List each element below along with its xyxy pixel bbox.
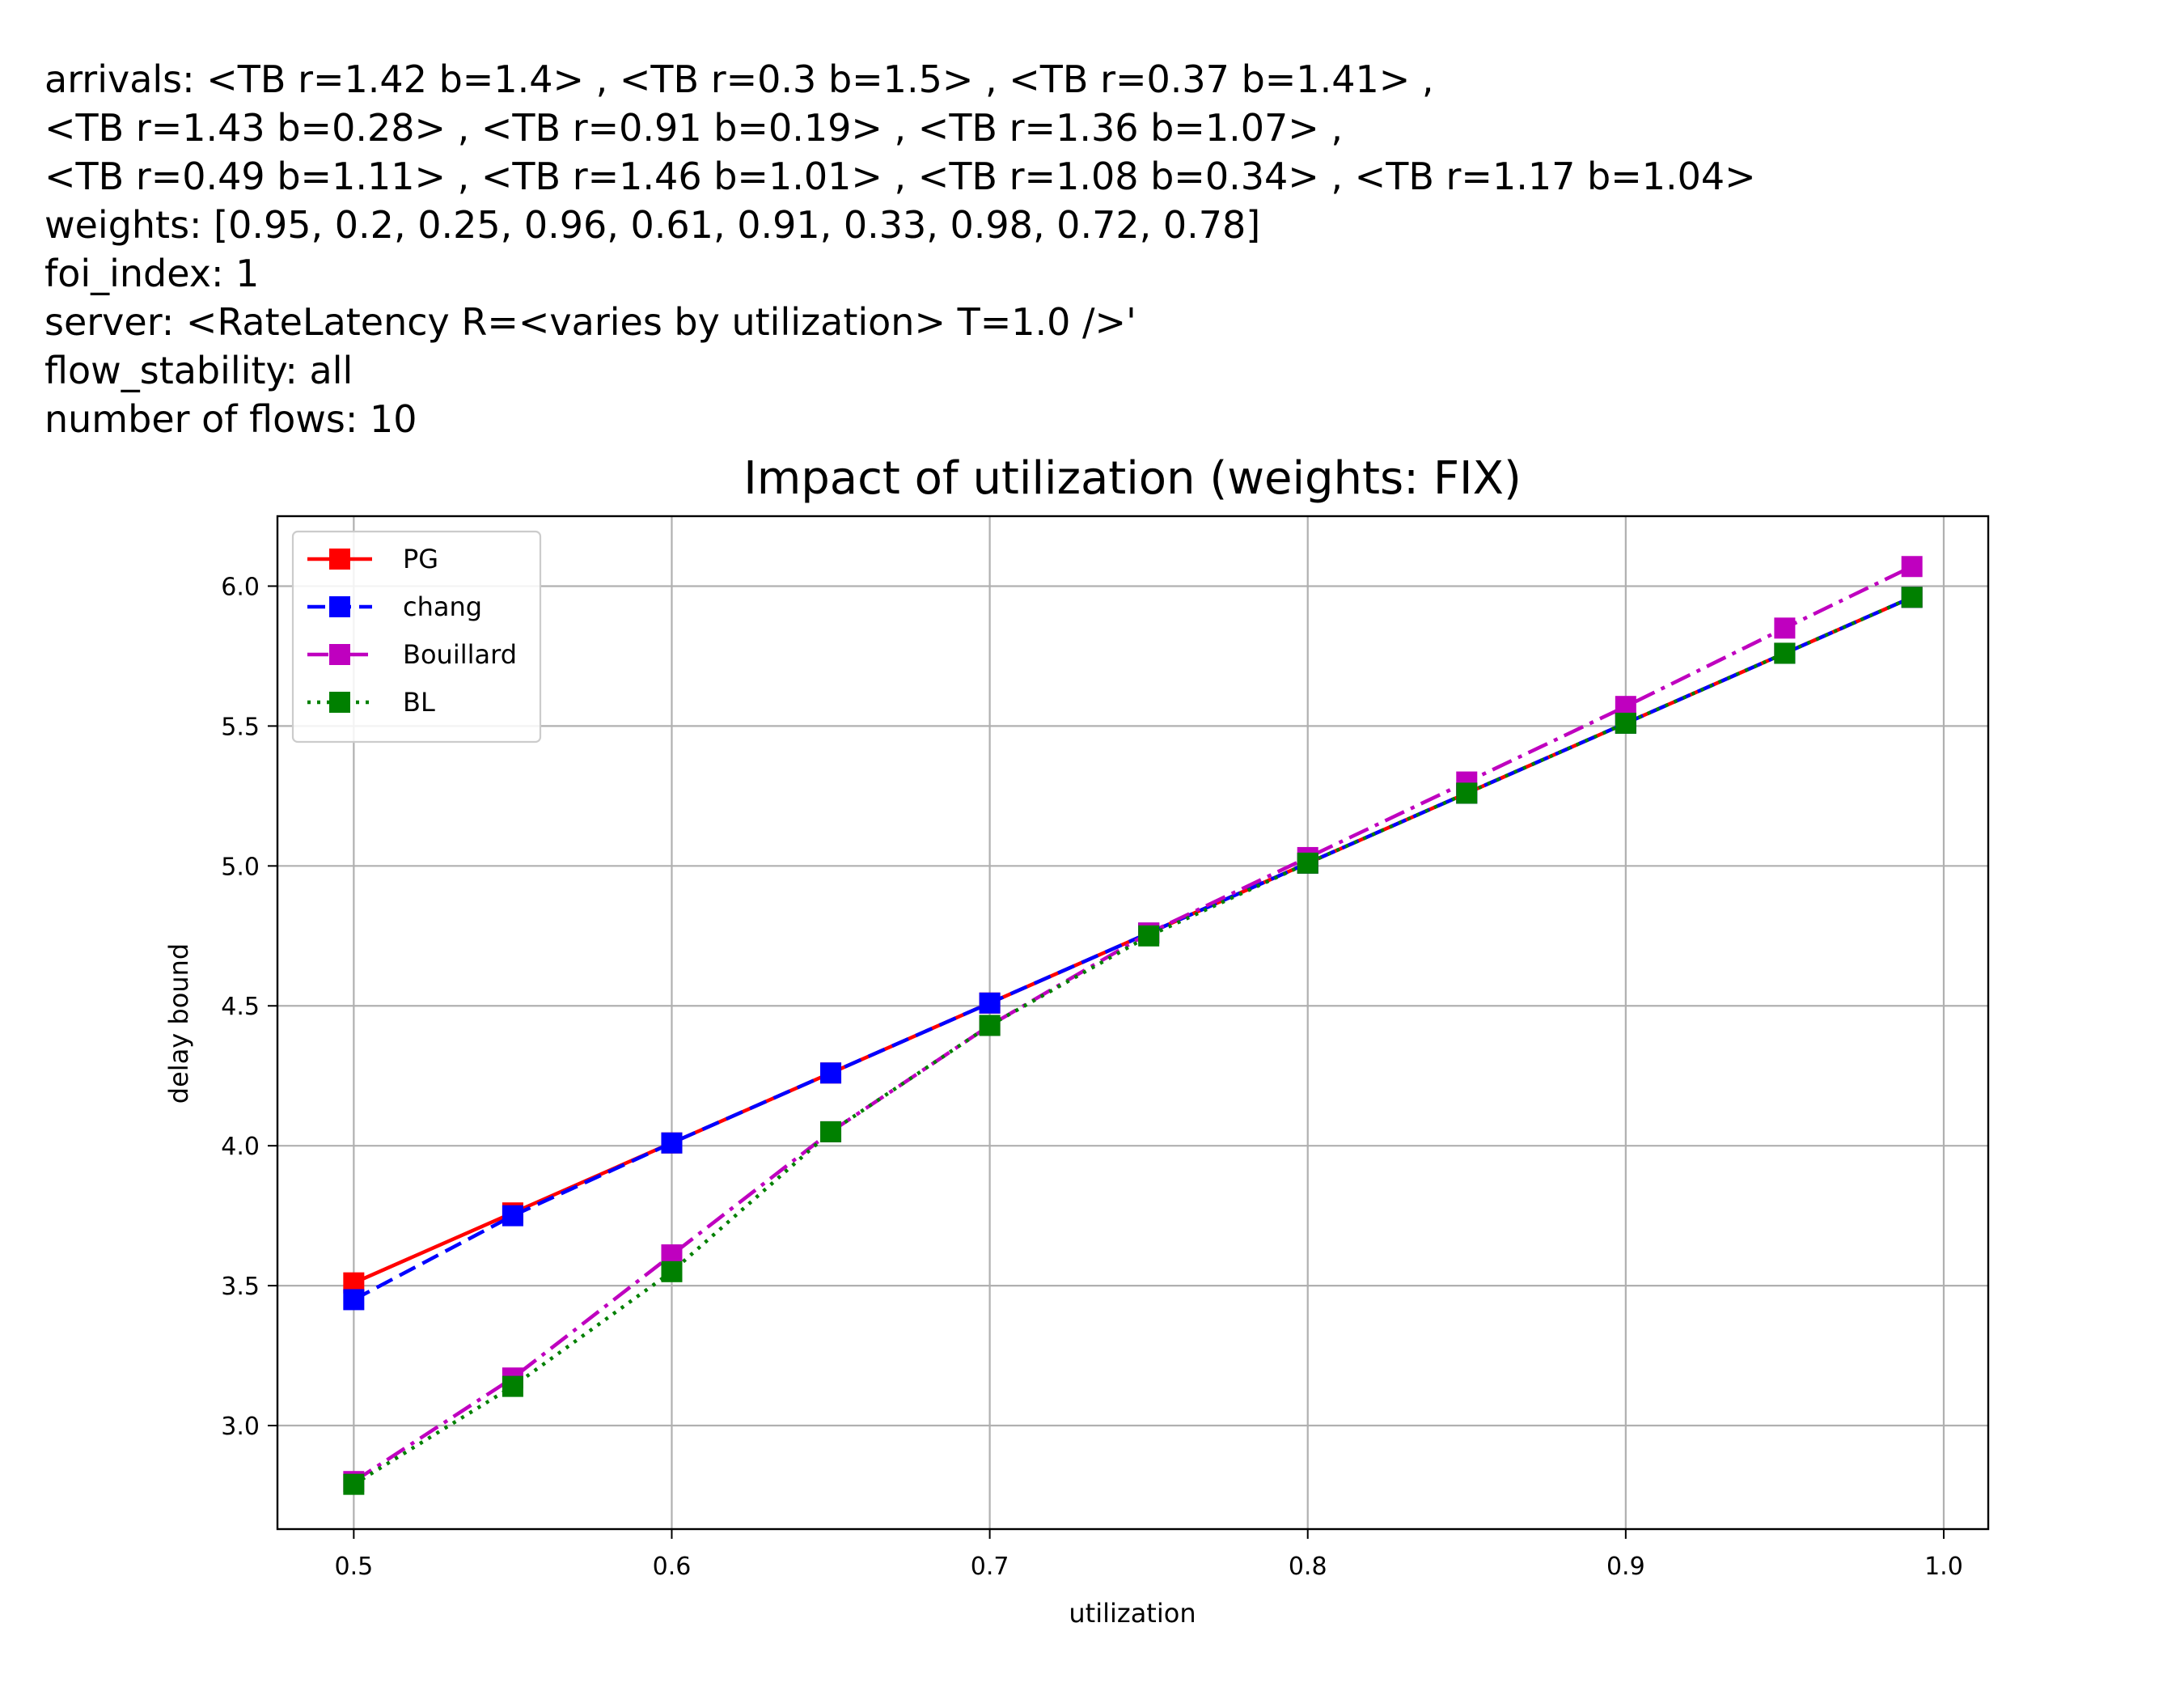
data-point: [979, 992, 1001, 1014]
data-point: [661, 1260, 683, 1282]
legend-marker: [329, 549, 350, 570]
data-point: [1901, 556, 1923, 578]
data-point: [343, 1289, 365, 1311]
plot-frame: [276, 515, 1990, 1531]
data-point: [1774, 642, 1796, 664]
data-point: [1901, 587, 1923, 608]
x-tick-label: 1.0: [1924, 1553, 1963, 1581]
x-tick-label: 0.6: [653, 1553, 692, 1581]
header-line: foi_index: 1: [44, 252, 260, 295]
data-point: [502, 1375, 523, 1397]
legend-marker: [329, 692, 350, 713]
x-tick-label: 0.5: [334, 1553, 373, 1581]
header-line: number of flows: 10: [44, 397, 417, 441]
series-line: [353, 595, 1913, 1302]
data-point: [820, 1121, 842, 1142]
header-line: server: <RateLatency R=<varies by utiliz…: [44, 300, 1136, 344]
y-tick-label: 5.0: [221, 853, 260, 881]
y-tick-label: 4.5: [221, 993, 260, 1021]
legend-marker: [329, 596, 350, 617]
data-point: [1774, 617, 1796, 639]
y-tick-label: 3.0: [221, 1413, 260, 1441]
data-point: [661, 1132, 683, 1154]
series-line: [353, 565, 1913, 1484]
header-line: <TB r=0.49 b=1.11> , <TB r=1.46 b=1.01> …: [44, 155, 1756, 198]
series-bl: [343, 587, 1923, 1495]
y-tick-label: 3.5: [221, 1273, 260, 1301]
legend-item-pg: PG: [307, 544, 438, 574]
series-chang: [343, 587, 1923, 1311]
x-axis-label: utilization: [1069, 1598, 1196, 1629]
legend-item-chang: chang: [307, 591, 482, 622]
legend-box: [291, 530, 542, 744]
data-point: [1615, 712, 1636, 734]
series-layer: [343, 556, 1923, 1495]
data-point: [1297, 852, 1318, 874]
x-tick-label: 0.8: [1289, 1553, 1327, 1581]
data-point: [502, 1205, 523, 1227]
y-axis-label: delay bound: [163, 943, 194, 1104]
y-tick-label: 4.0: [221, 1133, 260, 1161]
header-text: arrivals: <TB r=1.42 b=1.4> , <TB r=0.3 …: [44, 55, 1756, 443]
legend-label: chang: [403, 591, 482, 622]
data-point: [979, 1015, 1001, 1036]
data-point: [343, 1473, 365, 1495]
axes: 0.5 0.6 0.7 0.8 0.9 1.0 3.0 3.5 4.0 4.5 5.0 5.5 6.0: [221, 515, 1990, 1581]
series-line: [353, 595, 1913, 1486]
grid: [277, 516, 1988, 1529]
y-tick-label: 6.0: [221, 573, 260, 601]
data-point: [1138, 925, 1160, 947]
x-tick-label: 0.7: [971, 1553, 1009, 1581]
y-tick-label: 5.5: [221, 713, 260, 741]
legend-marker: [329, 644, 350, 665]
data-point: [1456, 782, 1478, 804]
data-point: [820, 1062, 842, 1084]
header-line: flow_stability: all: [44, 349, 353, 392]
legend-label: PG: [403, 544, 438, 574]
legend-item-bl: BL: [307, 687, 435, 718]
header-line: weights: [0.95, 0.2, 0.25, 0.96, 0.61, 0…: [44, 203, 1261, 247]
legend-label: Bouillard: [403, 639, 517, 670]
header-line: arrivals: <TB r=1.42 b=1.4> , <TB r=0.3 …: [44, 57, 1434, 101]
chart-title: Impact of utilization (weights: FIX): [743, 452, 1522, 505]
legend-item-bouillard: Bouillard: [307, 639, 517, 670]
header-line: <TB r=1.43 b=0.28> , <TB r=0.91 b=0.19> …: [44, 106, 1344, 150]
legend: PG chang Bouillard BL: [291, 530, 542, 744]
x-tick-label: 0.9: [1606, 1553, 1645, 1581]
legend-label: BL: [403, 687, 435, 718]
